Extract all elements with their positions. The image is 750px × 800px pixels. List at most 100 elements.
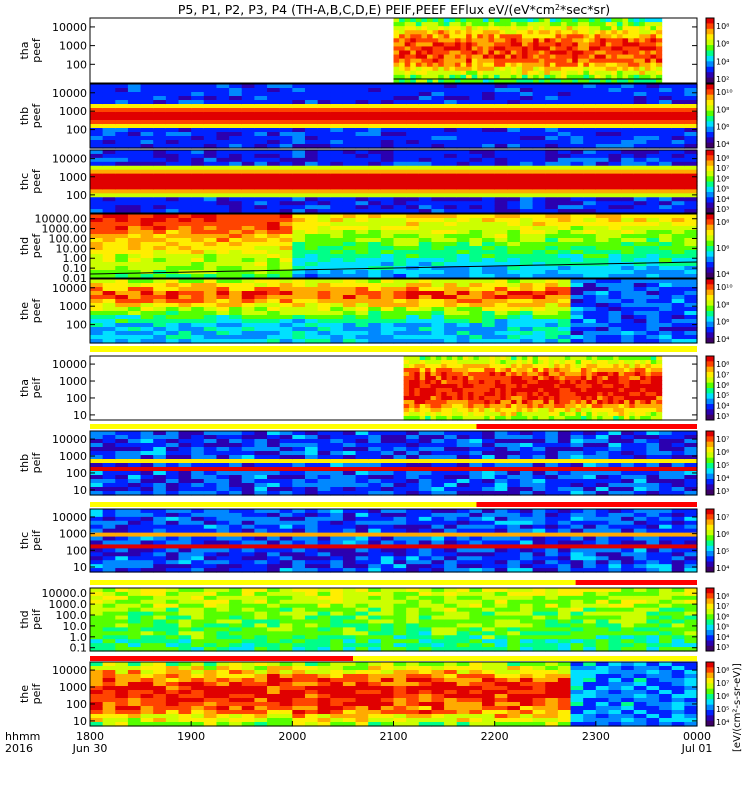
spectrogram-cell xyxy=(140,177,154,183)
spectrogram-cell xyxy=(570,331,584,336)
spectrogram-cell xyxy=(431,226,445,231)
spectrogram-cell xyxy=(644,18,652,23)
colorbar-segment xyxy=(706,332,714,336)
spectrogram-cell xyxy=(494,205,508,210)
spectrogram-cell xyxy=(621,161,635,167)
spectrogram-cell xyxy=(519,132,534,137)
spectrogram-cell xyxy=(292,262,306,267)
spectrogram-cell xyxy=(557,128,572,133)
spectrogram-cell xyxy=(570,161,584,167)
spectrogram-cell xyxy=(127,92,142,97)
spectrogram-cell xyxy=(241,161,255,167)
colorbar-tick-label: 10⁷ xyxy=(716,164,729,173)
colorbar-segment xyxy=(706,181,714,185)
colorbar-segment xyxy=(706,61,714,65)
spectrogram-cell xyxy=(597,400,604,405)
spectrogram-cell xyxy=(427,50,434,56)
spectrogram-cell xyxy=(602,364,609,369)
colorbar-segment xyxy=(706,356,714,360)
spectrogram-cell xyxy=(431,189,445,194)
spectrogram-cell xyxy=(115,150,129,155)
y-tick-label: 100 xyxy=(66,392,87,405)
spectrogram-cell xyxy=(468,388,475,393)
spectrogram-cell xyxy=(469,124,483,129)
spectrogram-cell xyxy=(532,307,546,312)
spectrogram-cell xyxy=(421,78,428,84)
spectrogram-cell xyxy=(304,311,319,316)
colorbar-segment xyxy=(706,178,714,183)
spectrogram-cell xyxy=(443,74,450,80)
spectrogram-cell xyxy=(646,250,660,255)
spectrogram-cell xyxy=(203,169,218,175)
spectrogram-cell xyxy=(595,214,610,219)
spectrogram-cell xyxy=(600,22,607,27)
spectrogram-cell xyxy=(254,100,268,105)
spectrogram-cell xyxy=(482,18,490,23)
spectrogram-cell xyxy=(446,408,453,413)
spectrogram-cell xyxy=(618,376,625,381)
spectrogram-cell xyxy=(216,201,230,206)
spectrogram-cell xyxy=(469,295,483,300)
spectrogram-cell xyxy=(588,38,596,43)
spectrogram-cell xyxy=(178,230,192,235)
spectrogram-cell xyxy=(444,323,458,328)
spectrogram-cell xyxy=(355,311,369,316)
spectrogram-cell xyxy=(456,169,470,175)
spectrogram-cell xyxy=(317,274,331,279)
spectrogram-cell xyxy=(684,303,698,308)
spectrogram-cell xyxy=(646,315,660,320)
spectrogram-cell xyxy=(342,165,357,171)
spectrogram-cell xyxy=(555,58,562,64)
spectrogram-cell xyxy=(90,161,104,167)
spectrogram-cell xyxy=(317,84,331,89)
spectrogram-cell xyxy=(554,392,561,397)
spectrogram-cell xyxy=(640,380,647,385)
spectrogram-cell xyxy=(639,18,646,23)
spectrogram-cell xyxy=(90,104,104,109)
spectrogram-cell xyxy=(684,307,698,312)
spectrogram-cell xyxy=(505,62,512,68)
spectrogram-cell xyxy=(507,124,521,129)
spectrogram-cell xyxy=(153,84,167,89)
spectrogram-cell xyxy=(482,319,496,324)
spectrogram-cell xyxy=(659,92,673,97)
spectrogram-cell xyxy=(267,165,281,171)
spectrogram-cell xyxy=(415,30,423,35)
spectrogram-cell xyxy=(570,173,584,179)
spectrogram-cell xyxy=(203,303,218,308)
spectrogram-cell xyxy=(178,287,192,292)
spectrogram-cell xyxy=(489,412,496,417)
spectrogram-cell xyxy=(519,331,534,336)
spectrogram-cell xyxy=(115,295,129,300)
spectrogram-cell xyxy=(595,226,610,231)
spectrogram-cell xyxy=(527,38,534,43)
spectrogram-cell xyxy=(671,104,685,109)
spectrogram-cell xyxy=(267,311,281,316)
spectrogram-cell xyxy=(267,270,281,275)
spectrogram-cell xyxy=(127,112,142,117)
spectrogram-cell xyxy=(418,177,433,183)
spectrogram-cell xyxy=(510,18,517,23)
spectrogram-cell xyxy=(408,360,415,365)
spectrogram-cell xyxy=(406,144,420,149)
spectrogram-cell xyxy=(403,384,410,389)
spectrogram-cell xyxy=(203,279,218,284)
spectrogram-cell xyxy=(140,467,154,472)
spectrogram-cell xyxy=(317,197,331,202)
spectrogram-cell xyxy=(460,78,467,84)
spectrogram-cell xyxy=(216,246,230,251)
spectrogram-cell xyxy=(570,283,584,288)
spectrogram-cell xyxy=(477,42,484,48)
spectrogram-cell xyxy=(616,70,624,76)
spectrogram-cell xyxy=(460,18,467,23)
spectrogram-cell xyxy=(532,177,546,183)
spectrogram-cell xyxy=(406,230,420,235)
spectrogram-cell xyxy=(418,100,433,105)
spectrogram-cell xyxy=(90,254,104,259)
spectrogram-cell xyxy=(317,108,331,113)
spectrogram-cell xyxy=(519,153,534,159)
spectrogram-cell xyxy=(330,230,344,235)
spectrogram-cell xyxy=(355,96,369,101)
spectrogram-cell xyxy=(418,218,433,223)
spectrogram-cell xyxy=(279,124,293,129)
